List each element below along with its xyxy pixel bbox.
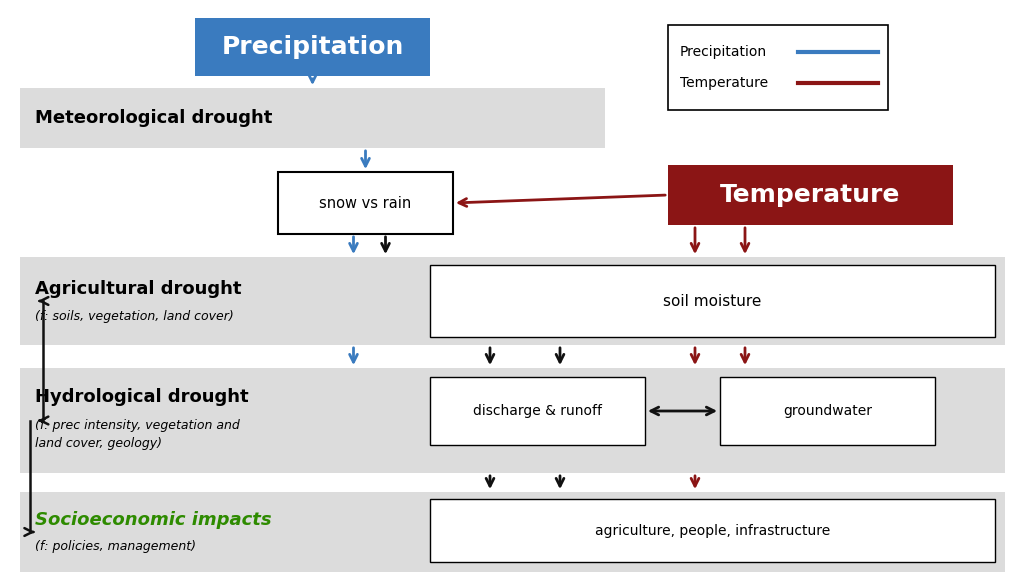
- Bar: [430, 377, 645, 445]
- Text: (f: policies, management): (f: policies, management): [35, 540, 196, 553]
- Text: Precipitation: Precipitation: [221, 35, 403, 59]
- Text: Temperature: Temperature: [680, 76, 768, 90]
- Text: Agricultural drought: Agricultural drought: [35, 280, 242, 298]
- Text: Socioeconomic impacts: Socioeconomic impacts: [35, 511, 271, 529]
- Bar: [430, 265, 995, 337]
- Text: land cover, geology): land cover, geology): [35, 437, 162, 450]
- Bar: [20, 492, 1005, 572]
- Text: Hydrological drought: Hydrological drought: [35, 389, 249, 406]
- Bar: [278, 172, 453, 234]
- Text: Precipitation: Precipitation: [680, 45, 767, 59]
- Bar: [720, 377, 935, 445]
- Text: agriculture, people, infrastructure: agriculture, people, infrastructure: [595, 523, 830, 537]
- Text: groundwater: groundwater: [783, 404, 872, 418]
- Text: discharge & runoff: discharge & runoff: [473, 404, 602, 418]
- Bar: [195, 18, 430, 76]
- Text: Meteorological drought: Meteorological drought: [35, 109, 272, 127]
- Text: Temperature: Temperature: [720, 183, 901, 207]
- Bar: [20, 368, 1005, 473]
- Bar: [668, 165, 953, 225]
- Bar: [430, 499, 995, 562]
- Text: snow vs rain: snow vs rain: [319, 196, 412, 211]
- Text: (f: soils, vegetation, land cover): (f: soils, vegetation, land cover): [35, 310, 233, 323]
- Bar: [668, 25, 888, 110]
- Text: (f: prec intensity, vegetation and: (f: prec intensity, vegetation and: [35, 419, 240, 433]
- Bar: [20, 257, 1005, 345]
- Bar: [20, 88, 605, 148]
- Text: soil moisture: soil moisture: [664, 294, 762, 309]
